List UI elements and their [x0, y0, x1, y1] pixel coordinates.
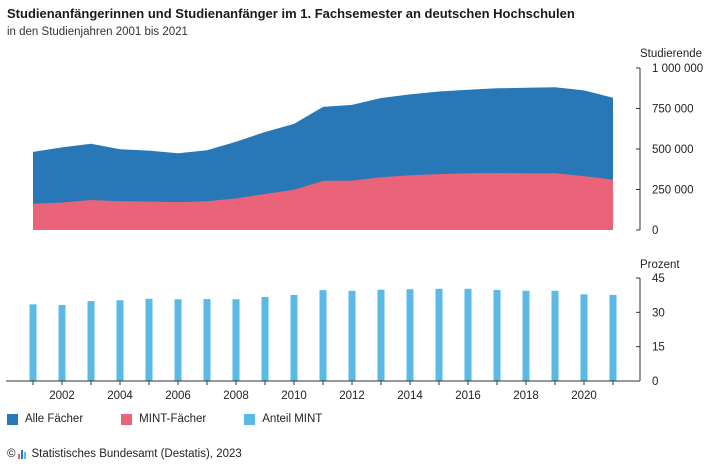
bar-anteil-mint — [145, 298, 153, 381]
area-y-tick-label: 0 — [652, 225, 658, 237]
bar-anteil-mint — [290, 294, 298, 381]
bar-anteil-mint — [29, 304, 37, 381]
bar-anteil-mint — [348, 290, 356, 381]
legend-label-mint: MINT-Fächer — [139, 413, 207, 425]
bar-x-tick-label: 2020 — [571, 390, 597, 402]
bar-x-tick-label: 2016 — [455, 390, 481, 402]
bar-x-tick-label: 2004 — [107, 390, 133, 402]
legend-swatch-mint — [121, 413, 133, 425]
legend-swatch-anteil — [244, 413, 256, 425]
bar-x-tick-label: 2012 — [339, 390, 365, 402]
bar-y-axis-title: Prozent — [640, 259, 680, 271]
bar-anteil-mint — [580, 294, 588, 381]
bar-anteil-mint — [174, 299, 182, 381]
legend-item-anteil: Anteil MINT — [244, 413, 322, 425]
bar-anteil-mint — [261, 297, 269, 381]
bar-anteil-mint — [377, 289, 385, 381]
bar-anteil-mint — [58, 305, 66, 381]
chart-title: Studienanfängerinnen und Studienanfänger… — [7, 6, 575, 21]
destatis-logo-icon — [18, 449, 27, 459]
chart-subtitle: in den Studienjahren 2001 bis 2021 — [7, 26, 188, 38]
bar-anteil-mint — [609, 294, 617, 381]
bar-anteil-mint — [522, 290, 530, 381]
area-mint-faecher — [33, 173, 613, 230]
legend-label-anteil: Anteil MINT — [262, 413, 323, 425]
area-y-tick-label: 1 000 000 — [652, 63, 703, 75]
area-y-axis-title: Studierende — [640, 48, 702, 60]
bar-y-tick-label: 30 — [652, 307, 665, 319]
bar-x-tick-label: 2006 — [165, 390, 191, 402]
legend-swatch-alle — [7, 413, 18, 425]
bar-anteil-mint — [116, 300, 124, 381]
legend: Alle Fächer MINT-Fächer Anteil MINT — [7, 413, 360, 425]
bar-x-tick-label: 2002 — [49, 390, 75, 402]
bar-x-tick-label: 2018 — [513, 390, 539, 402]
bar-x-tick-label: 2010 — [281, 390, 307, 402]
footer-source: Statistisches Bundesamt (Destatis), 2023 — [31, 448, 242, 460]
legend-label-alle: Alle Fächer — [25, 413, 84, 425]
legend-item-alle: Alle Fächer — [7, 413, 83, 425]
copyright-symbol: © — [7, 448, 16, 460]
bar-anteil-mint — [435, 288, 443, 381]
area-y-tick-label: 750 000 — [652, 104, 694, 116]
bar-anteil-mint — [87, 301, 95, 381]
bar-x-tick-label: 2008 — [223, 390, 249, 402]
legend-item-mint: MINT-Fächer — [121, 413, 206, 425]
bar-y-tick-label: 0 — [652, 376, 658, 388]
bar-anteil-mint — [319, 290, 327, 381]
bar-anteil-mint — [232, 299, 240, 381]
area-y-tick-label: 250 000 — [652, 185, 694, 197]
bar-x-tick-label: 2014 — [397, 390, 423, 402]
bar-anteil-mint — [493, 289, 501, 381]
bar-y-tick-label: 15 — [652, 342, 665, 354]
bar-y-tick-label: 45 — [652, 273, 665, 285]
bar-anteil-mint — [203, 299, 211, 381]
area-y-tick-label: 500 000 — [652, 144, 694, 156]
bar-anteil-mint — [406, 289, 414, 381]
bar-anteil-mint — [464, 288, 472, 381]
bar-anteil-mint — [551, 290, 559, 381]
footer: © Statistisches Bundesamt (Destatis), 20… — [7, 448, 242, 460]
